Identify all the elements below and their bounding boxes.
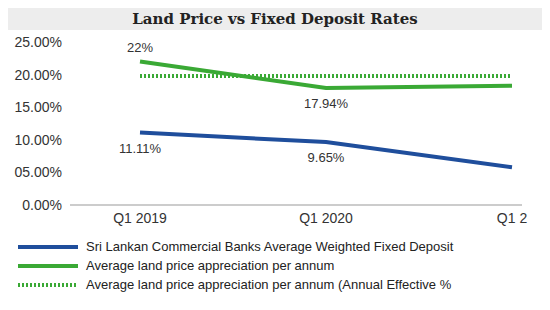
svg-text:Q1 2: Q1 2: [497, 210, 528, 226]
html-text:Land Price vs Fixed Deposit Ra: Land Price vs Fixed Deposit Rates: [132, 10, 418, 28]
html-text:Average land price appreciatio: Average land price appreciation per annu…: [86, 277, 452, 292]
svg-text:17.94%: 17.94%: [304, 96, 349, 111]
svg-text:Q1 2019: Q1 2019: [113, 210, 167, 226]
html-text:Sri Lankan Commercial Banks Av: Sri Lankan Commercial Banks Average Weig…: [86, 239, 454, 254]
svg-text:22%: 22%: [127, 40, 153, 55]
svg-text:0.00%: 0.00%: [22, 197, 62, 213]
svg-text:10.00%: 10.00%: [15, 132, 62, 148]
svg-text:9.65%: 9.65%: [308, 150, 345, 165]
svg-text:11.11%: 11.11%: [119, 141, 162, 156]
svg-text:20.00%: 20.00%: [15, 67, 62, 83]
svg-text:15.00%: 15.00%: [15, 99, 62, 115]
svg-text:05.00%: 05.00%: [15, 164, 62, 180]
svg-text:25.00%: 25.00%: [15, 34, 62, 50]
html-text:Average land price appreciatio: Average land price appreciation per annu…: [86, 258, 335, 273]
svg-text:Q1 2020: Q1 2020: [299, 210, 353, 226]
